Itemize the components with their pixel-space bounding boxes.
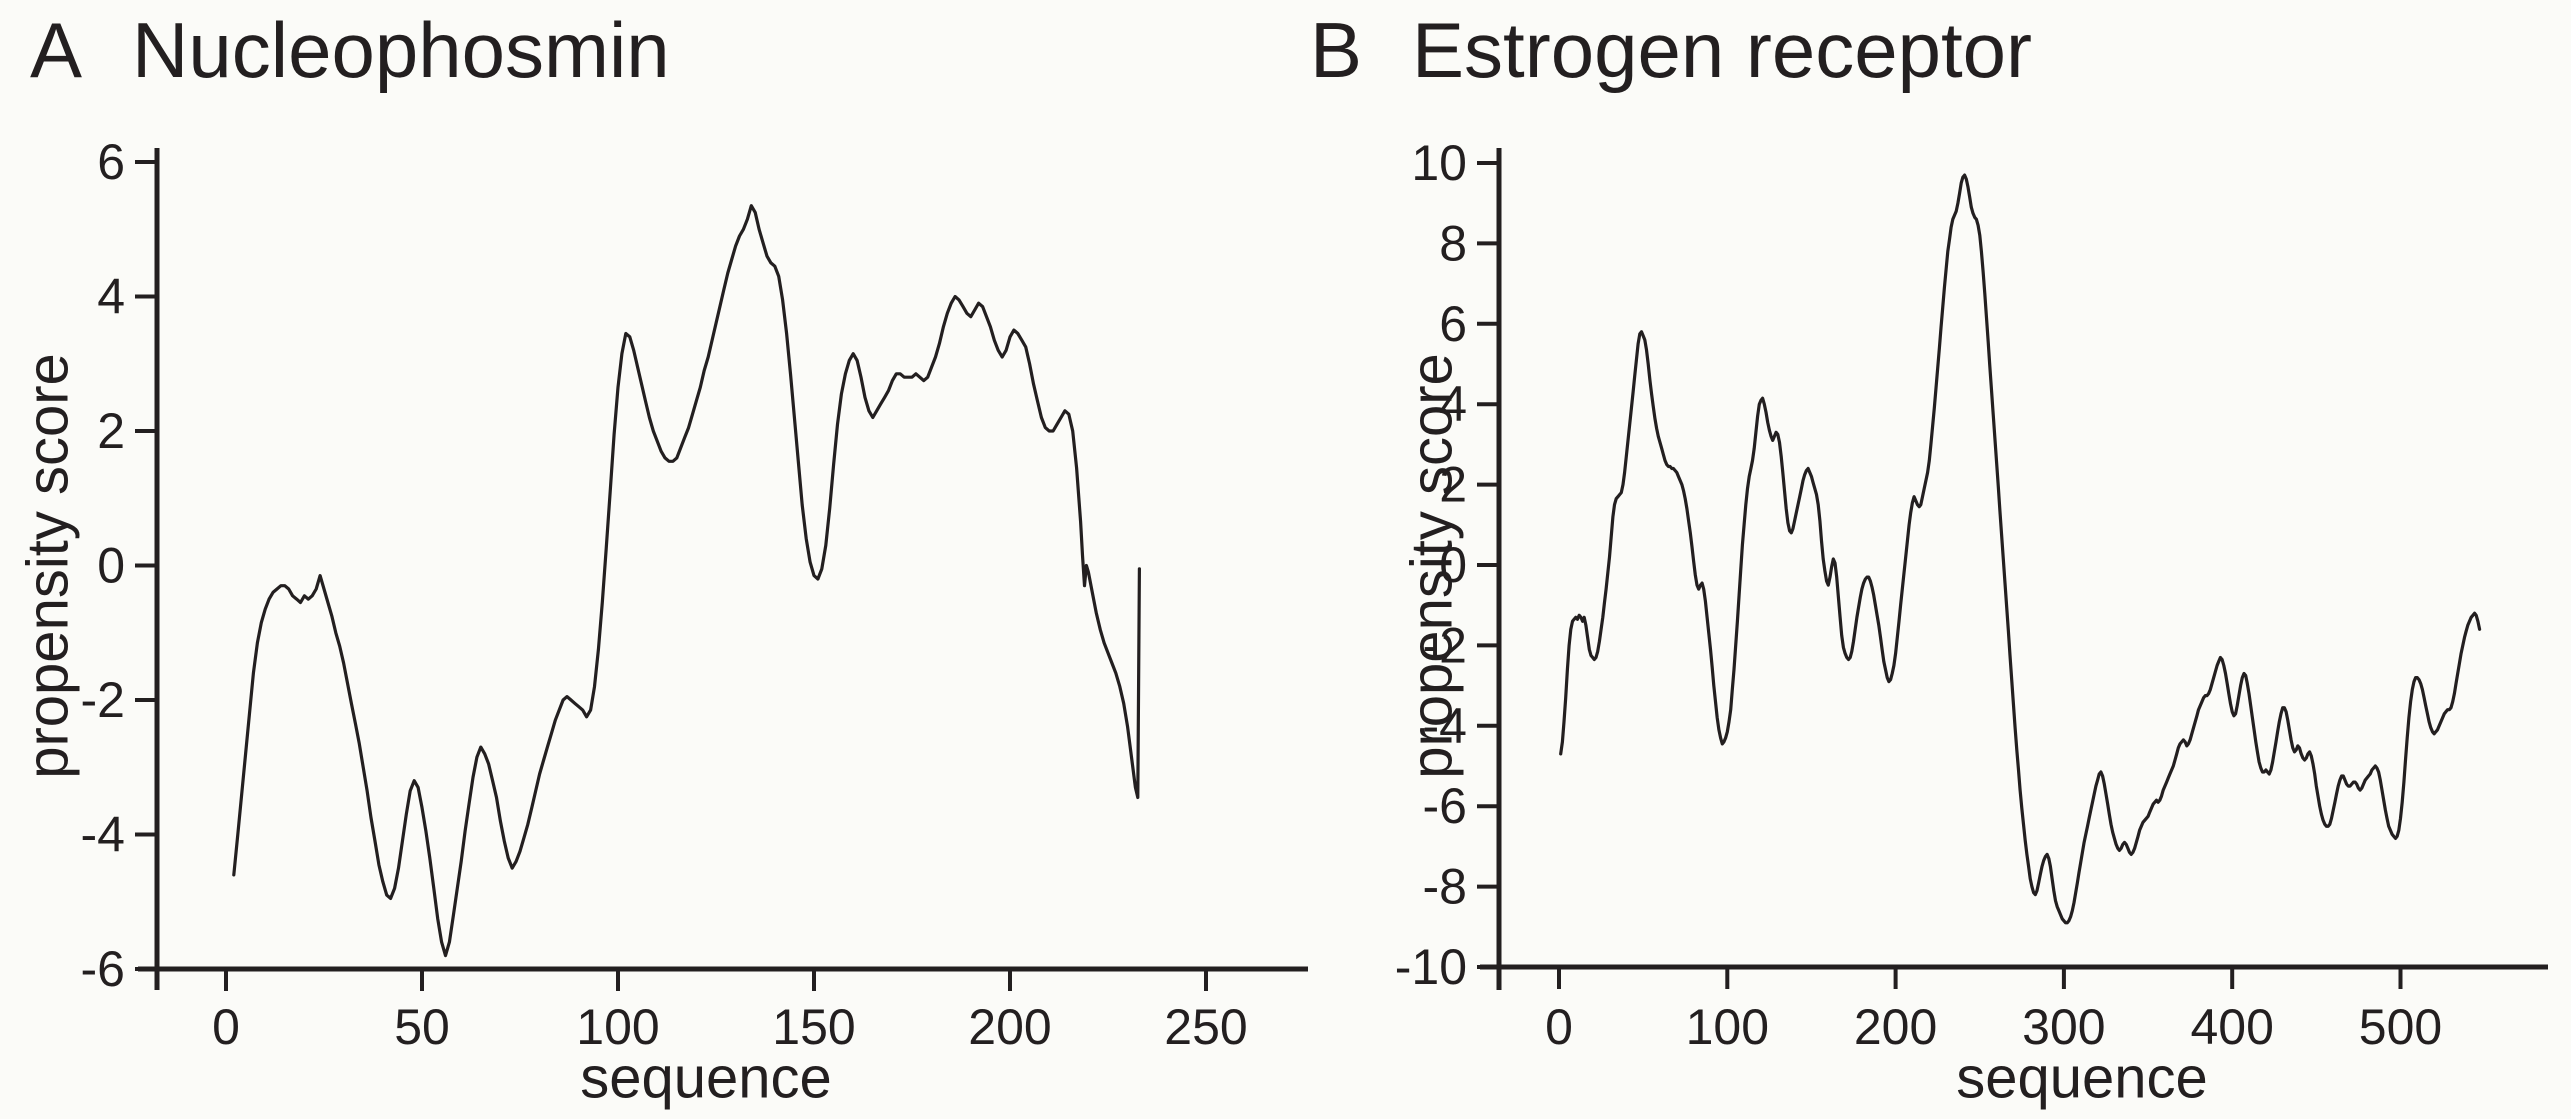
panel-a-plot: 6 4 2 0 -2 -4 -6 0 50 100 150 200 250 bbox=[81, 134, 1308, 1055]
x-tick-label: 400 bbox=[2190, 999, 2273, 1055]
y-tick-label: 2 bbox=[97, 403, 125, 459]
panel-b-plot: 10 8 6 4 2 0 -2 -4 -6 -8 -10 0 100 200 300 400 500 bbox=[1395, 135, 2548, 1055]
x-tick-label: 500 bbox=[2359, 999, 2442, 1055]
y-tick-label: -2 bbox=[1423, 617, 1467, 673]
y-tick-label: -6 bbox=[81, 941, 125, 997]
x-tick-label: 100 bbox=[576, 999, 659, 1055]
x-tick-label: 100 bbox=[1686, 999, 1769, 1055]
x-tick-label: 50 bbox=[394, 999, 450, 1055]
panel-b-y-axis-label: propensity score bbox=[1399, 353, 1465, 779]
y-tick-label: 0 bbox=[1439, 537, 1467, 593]
y-tick-label: 6 bbox=[1439, 296, 1467, 352]
panel-a-y-axis-label: propensity score bbox=[15, 353, 81, 779]
panel-a-name: Nucleophosmin bbox=[132, 6, 670, 94]
y-tick-label: 0 bbox=[97, 538, 125, 594]
series-line bbox=[232, 204, 1142, 958]
y-tick-label: -10 bbox=[1395, 939, 1467, 995]
y-tick-label: 2 bbox=[1439, 457, 1467, 513]
y-tick-label: -4 bbox=[1423, 698, 1467, 754]
y-tick-label: 10 bbox=[1411, 135, 1467, 191]
panel-a-title: A Nucleophosmin bbox=[30, 8, 670, 92]
x-tick-label: 200 bbox=[968, 999, 1051, 1055]
panel-b-name: Estrogen receptor bbox=[1412, 6, 2033, 94]
y-tick-label: 4 bbox=[97, 269, 125, 325]
panel-b-title: B Estrogen receptor bbox=[1310, 8, 2032, 92]
x-tick-label: 150 bbox=[772, 999, 855, 1055]
x-tick-label: 0 bbox=[1545, 999, 1573, 1055]
panel-b-x-axis-label: sequence bbox=[1956, 1045, 2208, 1111]
panel-a-x-axis-label: sequence bbox=[580, 1045, 832, 1111]
y-tick-label: -2 bbox=[81, 672, 125, 728]
panel-a-letter: A bbox=[30, 6, 83, 94]
y-tick-label: -8 bbox=[1423, 859, 1467, 915]
y-tick-label: -6 bbox=[1423, 778, 1467, 834]
y-tick-label: -4 bbox=[81, 807, 125, 863]
y-tick-label: 6 bbox=[97, 134, 125, 190]
series-line bbox=[1559, 173, 2482, 925]
x-tick-label: 200 bbox=[1854, 999, 1937, 1055]
x-tick-label: 0 bbox=[212, 999, 240, 1055]
y-tick-label: 8 bbox=[1439, 215, 1467, 271]
x-tick-label: 300 bbox=[2022, 999, 2105, 1055]
panel-b-letter: B bbox=[1310, 6, 1363, 94]
x-tick-label: 250 bbox=[1164, 999, 1247, 1055]
y-tick-label: 4 bbox=[1439, 376, 1467, 432]
